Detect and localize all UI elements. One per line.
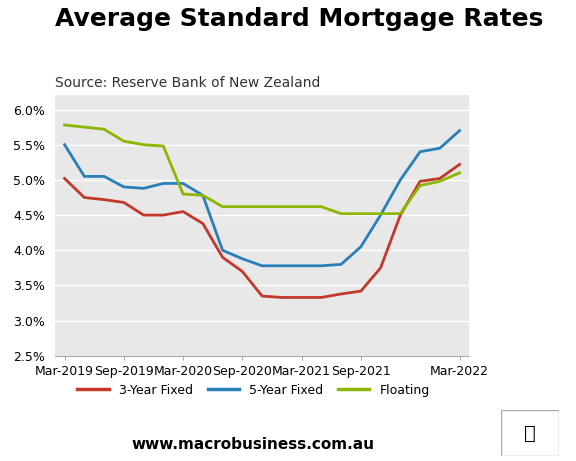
Text: MACRO: MACRO	[446, 23, 503, 36]
Text: BUSINESS: BUSINESS	[436, 49, 514, 63]
Legend: 3-Year Fixed, 5-Year Fixed, Floating: 3-Year Fixed, 5-Year Fixed, Floating	[73, 379, 434, 402]
Text: www.macrobusiness.com.au: www.macrobusiness.com.au	[132, 437, 375, 452]
Text: Source: Reserve Bank of New Zealand: Source: Reserve Bank of New Zealand	[55, 76, 320, 90]
Text: 🐺: 🐺	[524, 424, 536, 443]
Text: Average Standard Mortgage Rates: Average Standard Mortgage Rates	[55, 7, 543, 31]
